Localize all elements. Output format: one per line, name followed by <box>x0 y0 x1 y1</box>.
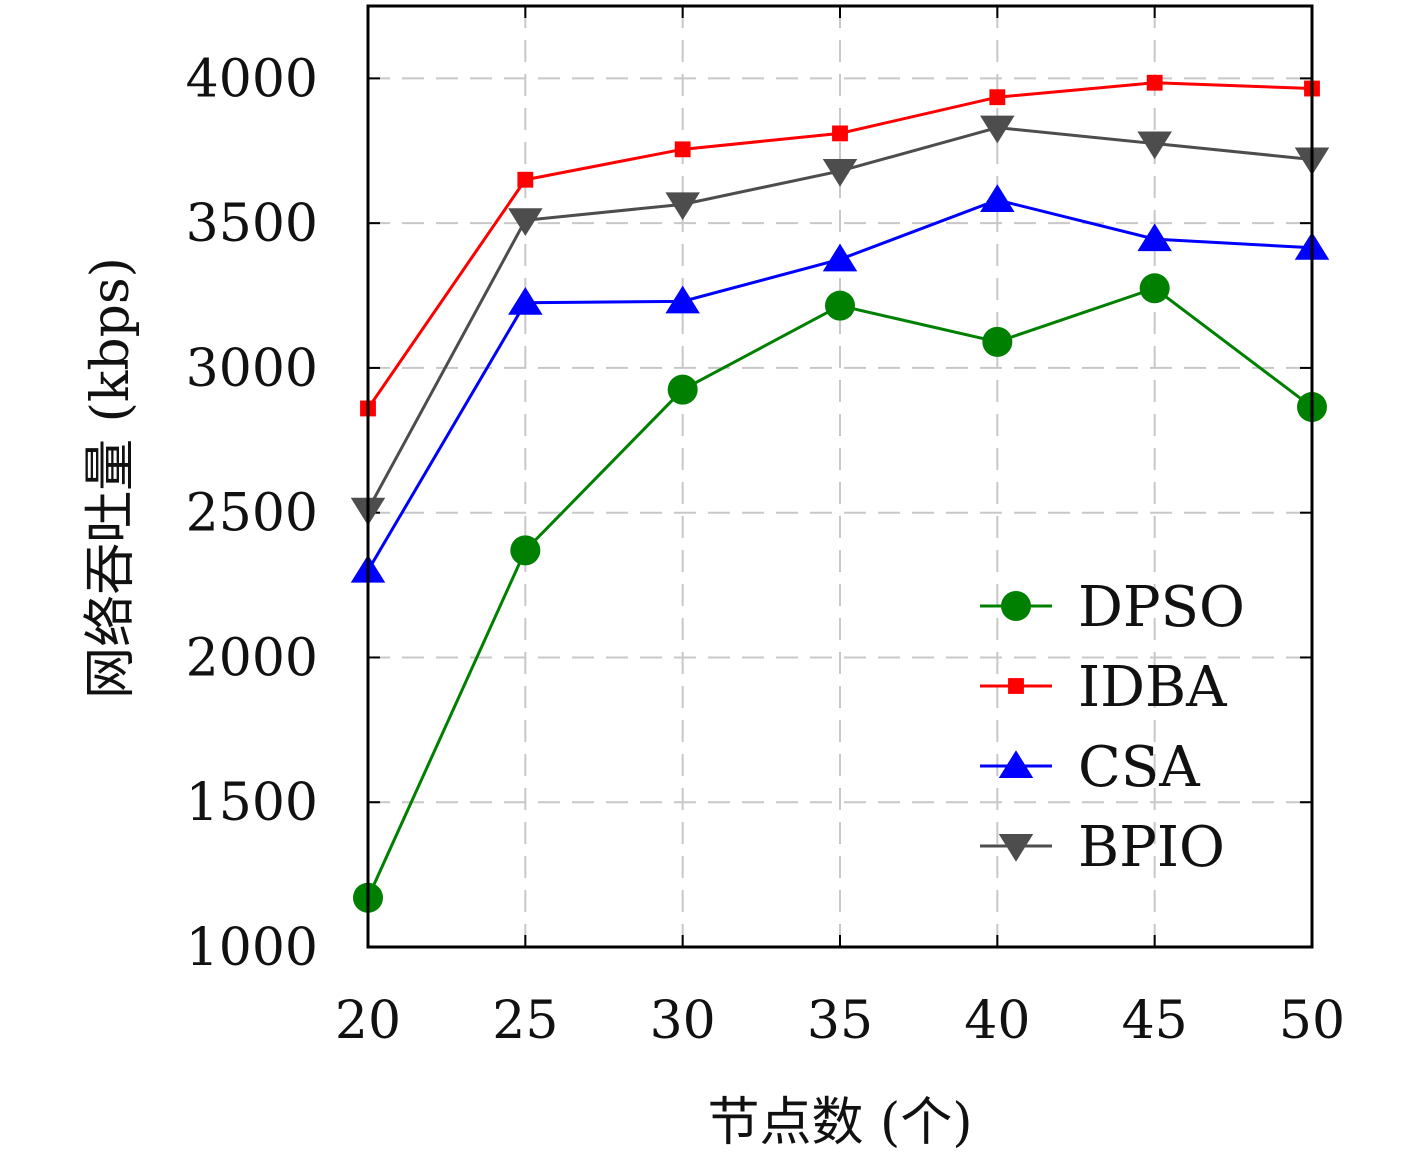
triangle-up-marker <box>980 184 1015 212</box>
triangle-up-marker <box>1137 223 1172 252</box>
triangle-down-marker <box>998 834 1034 862</box>
square-marker <box>674 141 691 158</box>
square-marker <box>1146 74 1163 91</box>
legend-entry-dpso: DPSO <box>980 575 1245 640</box>
x-tick-label: 50 <box>1279 991 1345 1051</box>
series-dpso <box>353 273 1327 913</box>
triangle-down-marker <box>508 208 543 237</box>
x-tick-label: 25 <box>492 991 558 1051</box>
circle-marker <box>1001 591 1031 621</box>
x-tick-labels: 20 25 30 35 40 45 50 <box>335 991 1345 1051</box>
triangle-down-marker <box>980 115 1015 144</box>
triangle-down-marker <box>1137 131 1172 160</box>
circle-marker <box>667 374 698 405</box>
triangle-down-marker <box>822 159 858 187</box>
x-tick-label: 20 <box>335 991 401 1051</box>
series-bpio <box>350 115 1330 526</box>
triangle-up-marker <box>665 285 700 314</box>
x-axis-title: 节点数 (个) <box>707 1093 972 1153</box>
circle-marker <box>510 535 541 566</box>
y-tick-labels: 1000 1500 2000 2500 3000 3500 4000 <box>186 49 318 978</box>
triangle-up-marker <box>998 750 1034 778</box>
triangle-down-marker <box>665 192 700 221</box>
legend-label: BPIO <box>1078 815 1225 880</box>
x-tick-label: 45 <box>1122 991 1188 1051</box>
series-layer <box>350 74 1330 913</box>
y-tick-label: 1500 <box>186 773 318 833</box>
y-tick-label: 2000 <box>186 628 318 688</box>
square-marker <box>1008 678 1024 694</box>
x-tick-label: 35 <box>807 991 873 1051</box>
legend-label: DPSO <box>1078 575 1245 640</box>
grid <box>368 6 1312 947</box>
circle-marker <box>1139 273 1170 304</box>
legend-entry-idba: IDBA <box>980 655 1227 720</box>
plot-frame <box>366 4 1314 949</box>
circle-marker <box>825 290 855 321</box>
series-idba <box>360 74 1320 417</box>
x-tick-label: 40 <box>964 991 1030 1051</box>
circle-marker <box>982 326 1013 357</box>
legend-entry-bpio: BPIO <box>980 815 1225 880</box>
legend: DPSO IDBA CSA BPIO <box>980 575 1245 880</box>
x-tick-label: 30 <box>650 991 716 1051</box>
y-tick-label: 3000 <box>186 339 318 399</box>
square-marker <box>989 89 1006 106</box>
y-tick-label: 3500 <box>186 194 318 254</box>
legend-label: CSA <box>1078 735 1200 800</box>
legend-label: IDBA <box>1078 655 1227 720</box>
square-marker <box>517 171 534 188</box>
triangle-up-marker <box>508 287 543 315</box>
y-tick-label: 2500 <box>186 484 318 544</box>
y-tick-label: 4000 <box>186 49 318 109</box>
square-marker <box>832 125 848 142</box>
y-axis-title: 网络吞吐量 (kbps) <box>81 257 141 699</box>
triangle-up-marker <box>822 243 858 272</box>
y-tick-label: 1000 <box>186 918 318 978</box>
legend-entry-csa: CSA <box>980 735 1200 800</box>
